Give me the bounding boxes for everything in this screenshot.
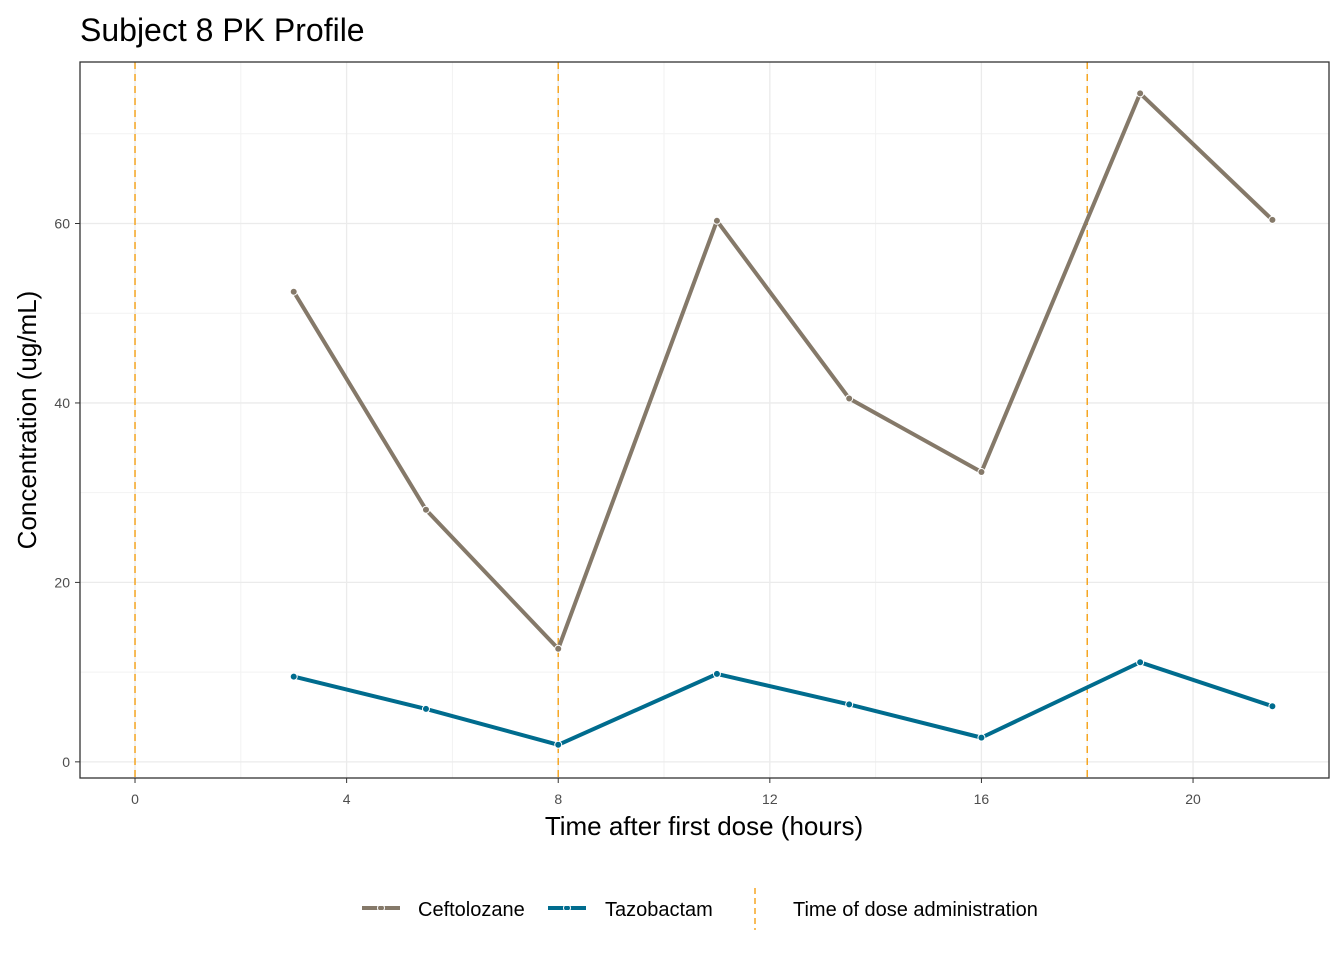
chart-title: Subject 8 PK Profile <box>80 12 365 48</box>
legend-label-dose: Time of dose administration <box>793 899 1038 921</box>
x-tick-label: 4 <box>343 791 351 807</box>
legend-label-ceftolozane: Ceftolozane <box>418 899 525 921</box>
data-point-ceftolozane <box>554 644 563 653</box>
data-point-tazobactam <box>1268 702 1277 711</box>
y-axis: 0 20 40 60 <box>54 216 80 770</box>
data-point-tazobactam <box>554 740 563 749</box>
legend: Ceftolozane Tazobactam Time of dose admi… <box>362 888 1038 930</box>
data-point-tazobactam <box>289 672 298 681</box>
y-tick-label: 60 <box>54 216 70 232</box>
y-tick-label: 20 <box>54 574 70 590</box>
x-tick-label: 8 <box>554 791 562 807</box>
data-point-ceftolozane <box>977 468 986 477</box>
data-point-tazobactam <box>712 669 721 678</box>
grid <box>80 62 1329 778</box>
data-point-tazobactam <box>977 733 986 742</box>
plot-border <box>79 61 1330 779</box>
data-point-ceftolozane <box>1136 89 1145 98</box>
series-line-tazobactam <box>293 660 1274 747</box>
y-axis-label: Concentration (ug/mL) <box>12 291 42 550</box>
y-tick-label: 40 <box>54 395 70 411</box>
data-point-tazobactam <box>421 704 430 713</box>
x-tick-label: 0 <box>131 791 139 807</box>
x-axis-label: Time after first dose (hours) <box>545 811 863 841</box>
x-axis: 0 4 8 12 16 20 <box>131 778 1201 807</box>
data-point-ceftolozane <box>421 505 430 514</box>
x-tick-label: 20 <box>1185 791 1201 807</box>
series-line-ceftolozane <box>292 91 1274 651</box>
y-tick-label: 0 <box>62 754 70 770</box>
legend-marker-ceftolozane <box>377 904 385 912</box>
data-point-ceftolozane <box>712 216 721 225</box>
data-point-tazobactam <box>1136 658 1145 667</box>
dose-lines <box>134 62 1088 778</box>
data-point-ceftolozane <box>1268 215 1277 224</box>
legend-label-tazobactam: Tazobactam <box>605 899 713 921</box>
series-layer <box>289 89 1277 749</box>
legend-marker-tazobactam <box>563 904 571 912</box>
data-point-ceftolozane <box>289 287 298 296</box>
x-tick-label: 12 <box>762 791 778 807</box>
data-point-tazobactam <box>845 700 854 709</box>
data-point-ceftolozane <box>845 394 854 403</box>
x-tick-label: 16 <box>974 791 990 807</box>
